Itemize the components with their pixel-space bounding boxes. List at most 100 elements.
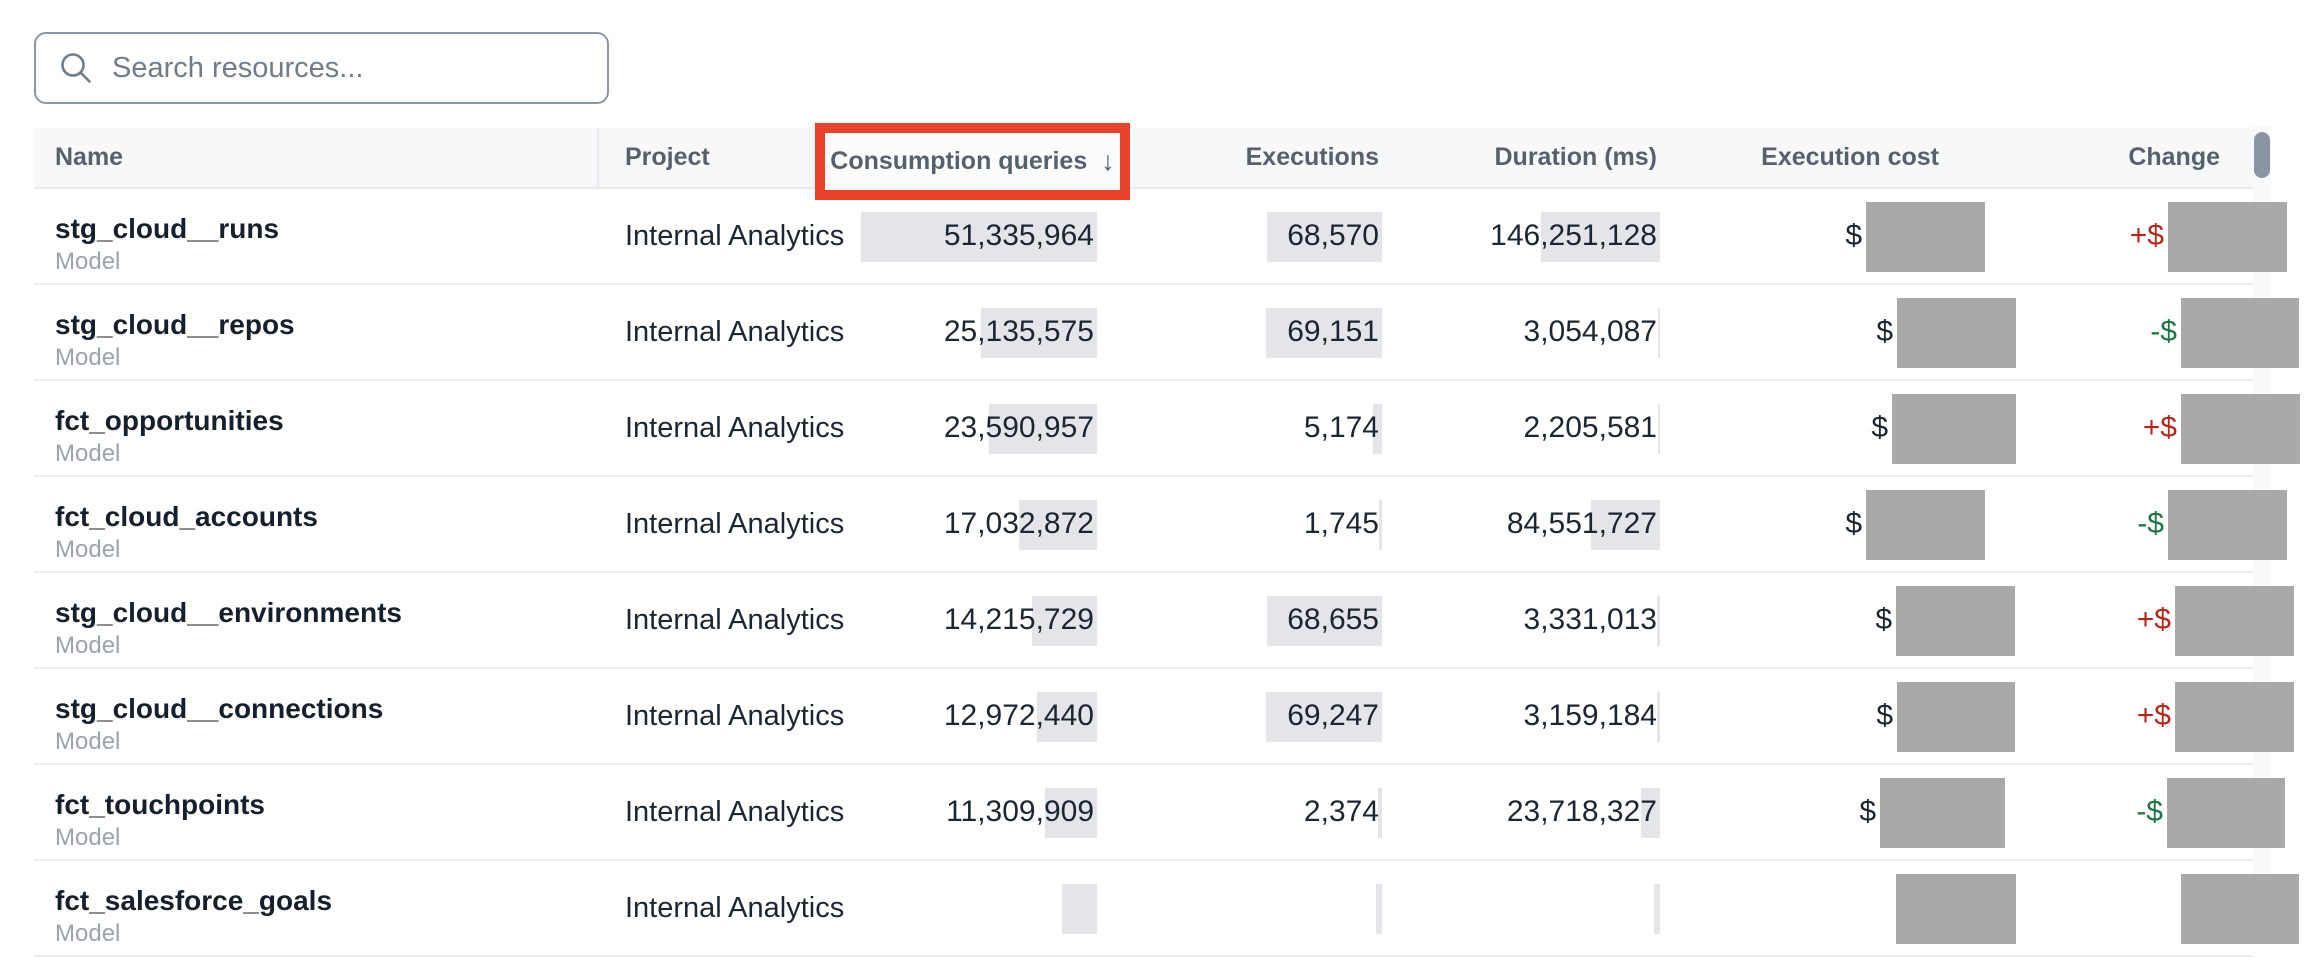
consumption-queries-value-bar <box>861 212 1097 262</box>
project-cell: Internal Analytics <box>625 507 845 540</box>
project-cell: Internal Analytics <box>625 795 845 828</box>
column-header-project[interactable]: Project <box>625 143 710 171</box>
execution-cost-redacted-value <box>1896 586 2015 656</box>
project-cell: Internal Analytics <box>625 411 845 444</box>
consumption-queries-value: 25,135,575 <box>943 315 1094 348</box>
execution-cost-redacted-value <box>1897 298 2016 368</box>
project-cell: Internal Analytics <box>625 219 845 252</box>
search-icon <box>61 53 91 83</box>
search-box <box>34 32 609 104</box>
project-cell: Internal Analytics <box>625 699 845 732</box>
currency-symbol: $ <box>1845 507 1862 540</box>
table-row[interactable]: stg_cloud__environments Model Internal Ana… <box>34 573 2294 669</box>
executions-value: 2,374 <box>1303 795 1379 828</box>
duration-value-bar <box>1654 884 1660 934</box>
executions-value-bar <box>1266 692 1382 742</box>
execution-cost-redacted-value <box>1866 202 1985 272</box>
executions-value: 5,174 <box>1303 411 1379 444</box>
table-row[interactable]: stg_cloud__runs Model Internal Analytics 51… <box>34 189 2287 285</box>
column-header-duration[interactable]: Duration (ms) <box>1494 143 1658 171</box>
change-sign: -$ <box>2137 507 2164 540</box>
consumption-queries-value-bar <box>981 308 1097 358</box>
table-row[interactable]: fct_touchpoints Model Internal Analytics 11… <box>34 765 2285 861</box>
sort-descending-icon: ↓ <box>1101 146 1115 176</box>
executions-value: 69,247 <box>1287 699 1379 732</box>
consumption-queries-value-bar <box>1019 500 1097 550</box>
project-cell: Internal Analytics <box>625 315 845 348</box>
consumption-queries-value: 12,972,440 <box>943 699 1094 732</box>
execution-cost-redacted-value <box>1896 874 2016 944</box>
column-header-consumption-queries[interactable]: Consumption queries ↓ <box>830 146 1114 177</box>
currency-symbol: $ <box>1845 219 1862 252</box>
change-sign: +$ <box>2142 411 2177 444</box>
table-row[interactable]: stg_cloud__connections Model Internal Anal… <box>34 669 2294 765</box>
change-redacted-value <box>2168 490 2287 560</box>
duration-value: 146,251,128 <box>1490 219 1657 252</box>
column-header-change[interactable]: Change <box>2128 143 2220 171</box>
resource-type-label: Model <box>55 248 121 275</box>
resource-type-label: Model <box>55 728 121 755</box>
duration-value: 3,159,184 <box>1523 699 1657 732</box>
resource-name[interactable]: fct_cloud_accounts <box>55 501 318 532</box>
executions-value-bar <box>1373 404 1382 454</box>
scrollbar-thumb[interactable] <box>2254 132 2270 178</box>
consumption-queries-value-bar <box>989 404 1097 454</box>
resource-type-label: Model <box>55 344 121 371</box>
resource-name[interactable]: fct_touchpoints <box>55 789 265 820</box>
change-sign: -$ <box>2136 795 2163 828</box>
consumption-queries-value-bar <box>1062 884 1097 934</box>
executions-value: 68,655 <box>1287 603 1379 636</box>
table-row[interactable]: fct_salesforce_goals Model Internal Analyt… <box>34 861 2299 957</box>
resource-name[interactable]: stg_cloud__repos <box>55 309 295 340</box>
executions-value-bar <box>1376 884 1382 934</box>
change-redacted-value <box>2181 874 2299 944</box>
project-cell: Internal Analytics <box>625 603 845 636</box>
change-redacted-value <box>2181 298 2299 368</box>
currency-symbol: $ <box>1875 603 1892 636</box>
consumption-queries-label: Consumption queries <box>830 147 1088 175</box>
resource-name[interactable]: stg_cloud__runs <box>55 213 280 244</box>
consumption-queries-value: 51,335,964 <box>943 219 1094 252</box>
resource-name[interactable]: stg_cloud__connections <box>55 693 384 724</box>
execution-cost-redacted-value <box>1880 778 2005 848</box>
resource-name[interactable]: fct_salesforce_goals <box>55 885 333 916</box>
table-row[interactable]: fct_opportunities Model Internal Analytics… <box>34 381 2300 477</box>
duration-value-bar <box>1658 404 1660 454</box>
search-input[interactable] <box>110 37 597 99</box>
executions-value: 1,745 <box>1303 507 1379 540</box>
currency-symbol: $ <box>1876 315 1893 348</box>
executions-value-bar <box>1267 212 1382 262</box>
execution-cost-redacted-value <box>1866 490 1985 560</box>
annotation-highlight-box: Consumption queries ↓ <box>815 123 1130 200</box>
consumption-queries-value-bar <box>1037 692 1097 742</box>
consumption-queries-value: 23,590,957 <box>943 411 1094 444</box>
executions-value-bar <box>1267 596 1382 646</box>
executions-value: 69,151 <box>1287 315 1379 348</box>
change-redacted-value <box>2168 202 2287 272</box>
duration-value: 3,054,087 <box>1523 315 1657 348</box>
column-header-name[interactable]: Name <box>55 143 124 171</box>
duration-value-bar <box>1657 596 1660 646</box>
change-redacted-value <box>2181 394 2300 464</box>
table-row[interactable]: stg_cloud__repos Model Internal Analytics 2… <box>34 285 2299 381</box>
executions-value: 68,570 <box>1287 219 1379 252</box>
change-sign: +$ <box>2136 699 2171 732</box>
consumption-queries-value: 14,215,729 <box>943 603 1094 636</box>
duration-value: 2,205,581 <box>1523 411 1657 444</box>
column-header-execution-cost[interactable]: Execution cost <box>1761 143 1939 171</box>
duration-value-bar <box>1541 212 1660 262</box>
change-sign: -$ <box>2150 315 2177 348</box>
table-row[interactable]: fct_cloud_accounts Model Internal Analytic… <box>34 477 2287 573</box>
resource-name[interactable]: stg_cloud__environments <box>55 597 402 628</box>
duration-value-bar <box>1641 788 1660 838</box>
resource-name[interactable]: fct_opportunities <box>55 405 284 436</box>
change-redacted-value <box>2175 586 2294 656</box>
change-sign: +$ <box>2136 603 2171 636</box>
resource-type-label: Model <box>55 824 121 851</box>
consumption-queries-value-bar <box>1045 788 1097 838</box>
column-header-executions[interactable]: Executions <box>1245 143 1379 171</box>
currency-symbol: $ <box>1871 411 1888 444</box>
execution-cost-redacted-value <box>1892 394 2016 464</box>
table-header-row: Name Project Executions Duration (ms) Ex… <box>34 123 2253 200</box>
executions-value-bar <box>1266 308 1382 358</box>
